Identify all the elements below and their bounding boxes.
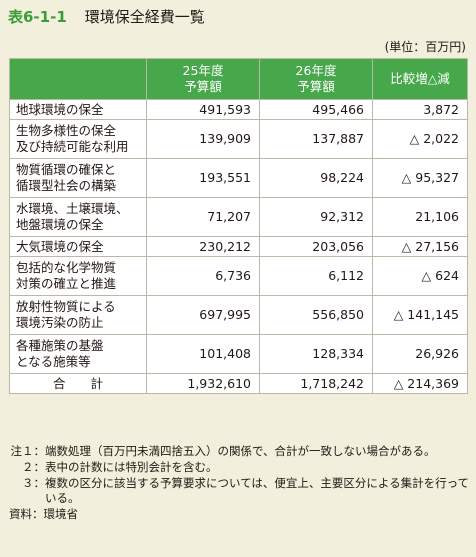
category-cell: 包括的な化学物質 対策の確立と推進 (9, 256, 147, 296)
fy26-cell: 92,312 (259, 197, 373, 237)
fy25-cell: 193,551 (146, 158, 260, 198)
header-fy25: 25年度 予算額 (146, 58, 260, 100)
fy26-cell: 137,887 (259, 119, 373, 159)
table-row: 生物多様性の保全 及び持続可能な利用 139,909 137,887 △ 2,022 (9, 119, 468, 159)
table-row: 各種施策の基盤 となる施策等 101,408 128,334 26,926 (9, 334, 468, 374)
note-item: ３： 複数の区分に該当する予算要求については、便宜上、主要区分による集計を行ってい… (9, 476, 469, 508)
table-title-text: 環境保全経費一覧 (84, 8, 205, 26)
unit-label: (単位：百万円) (384, 40, 466, 54)
total-fy26-cell: 1,718,242 (259, 373, 373, 394)
header-row: 25年度 予算額 26年度 予算額 比較増△減 (9, 58, 468, 100)
fy26-cell: 6,112 (259, 256, 373, 296)
table-row: 放射性物質による 環境汚染の防止 697,995 556,850 △ 141,145 (9, 295, 468, 335)
diff-cell: 3,872 (372, 99, 468, 120)
notes: 注１： 端数処理（百万円未満四捨五入）の関係で、合計が一致しない場合がある。 ２：表… (9, 444, 469, 523)
table-row: 地球環境の保全 491,593 495,466 3,872 (9, 99, 468, 120)
header-fy25-label: 25年度 予算額 (182, 63, 224, 94)
category-cell: 生物多様性の保全 及び持続可能な利用 (9, 119, 147, 159)
note-item: ２： 表中の計数には特別会計を含む。 (9, 460, 469, 476)
category-cell: 放射性物質による 環境汚染の防止 (9, 295, 147, 335)
fy26-cell: 128,334 (259, 334, 373, 374)
table-number: 表6-1-1 (8, 8, 67, 26)
table-body: 地球環境の保全 491,593 495,466 3,872 生物多様性の保全 及び持続可… (9, 99, 468, 394)
category-cell: 物質循環の確保と 循環型社会の構築 (9, 158, 147, 198)
fy25-cell: 697,995 (146, 295, 260, 335)
fy26-cell: 556,850 (259, 295, 373, 335)
fy25-cell: 491,593 (146, 99, 260, 120)
table-row: 包括的な化学物質 対策の確立と推進 6,736 6,112 △ 624 (9, 256, 468, 296)
category-cell: 大気環境の保全 (9, 236, 147, 257)
fy25-cell: 139,909 (146, 119, 260, 159)
category-cell: 地球環境の保全 (9, 99, 147, 120)
note-text: 表中の計数には特別会計を含む。 (45, 459, 218, 474)
note-text: 端数処理（百万円未満四捨五入）の関係で、合計が一致しない場合がある。 (45, 444, 436, 458)
diff-cell: △ 95,327 (372, 158, 468, 198)
total-label-cell: 合 計 (9, 373, 147, 394)
note-label: 注１： (10, 444, 46, 458)
diff-cell: △ 27,156 (372, 236, 468, 257)
diff-cell: △ 624 (372, 256, 468, 296)
category-cell: 水環境、土壌環境、 地盤環境の保全 (9, 197, 147, 237)
diff-cell: 21,106 (372, 197, 468, 237)
note-label: ３： (22, 475, 45, 490)
budget-table: 25年度 予算額 26年度 予算額 比較増△減 地球環境の保全 491,593 49… (9, 58, 468, 394)
table-row: 物質循環の確保と 循環型社会の構築 193,551 98,224 △ 95,327 (9, 158, 468, 198)
fy26-cell: 98,224 (259, 158, 373, 198)
fy25-cell: 6,736 (146, 256, 260, 296)
header-category (9, 58, 147, 100)
note-text: 複数の区分に該当する予算要求については、便宜上、主要区分による集計を行っている。 (45, 475, 470, 506)
table-row: 大気環境の保全 230,212 203,056 △ 27,156 (9, 236, 468, 257)
header-fy26-label: 26年度 予算額 (295, 63, 337, 94)
fy26-cell: 495,466 (259, 99, 373, 120)
fy25-cell: 230,212 (146, 236, 260, 257)
table-title: 表6-1-1 環境保全経費一覧 (8, 6, 205, 27)
total-row: 合 計 1,932,610 1,718,242 △ 214,369 (9, 373, 468, 394)
total-diff-cell: △ 214,369 (372, 373, 468, 394)
header-fy26: 26年度 予算額 (259, 58, 373, 100)
fy26-cell: 203,056 (259, 236, 373, 257)
header-diff: 比較増△減 (372, 58, 468, 100)
diff-cell: △ 2,022 (372, 119, 468, 159)
note-label: ２： (22, 459, 45, 474)
notes-list: 注１： 端数処理（百万円未満四捨五入）の関係で、合計が一致しない場合がある。 ２：表… (9, 444, 470, 508)
note-item: 注１： 端数処理（百万円未満四捨五入）の関係で、合計が一致しない場合がある。 (9, 444, 469, 460)
fy25-cell: 71,207 (146, 197, 260, 237)
diff-cell: △ 141,145 (372, 295, 468, 335)
table-row: 水環境、土壌環境、 地盤環境の保全 71,207 92,312 21,106 (9, 197, 468, 237)
diff-cell: 26,926 (372, 334, 468, 374)
fy25-cell: 101,408 (146, 334, 260, 374)
total-fy25-cell: 1,932,610 (146, 373, 260, 394)
source-line: 資料：環境省 (9, 507, 78, 522)
category-cell: 各種施策の基盤 となる施策等 (9, 334, 147, 374)
